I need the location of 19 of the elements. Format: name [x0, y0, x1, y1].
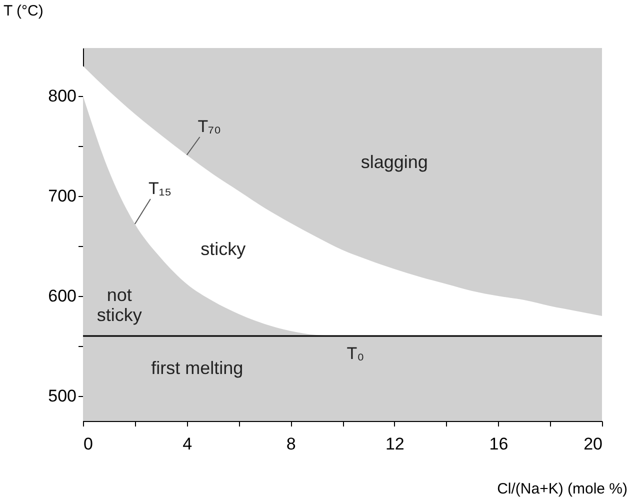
x-tick-label: 0	[84, 434, 93, 454]
annotation: slagging	[360, 152, 428, 172]
ref-line-label: T₀	[346, 344, 364, 363]
y-tick-label: 800	[48, 86, 76, 106]
x-tick-label: 4	[182, 434, 192, 454]
annotation: not sticky	[96, 285, 142, 325]
y-tick-label: 500	[48, 386, 76, 406]
series-label: T₇₀	[198, 117, 222, 136]
y-tick-label: 700	[48, 186, 76, 206]
annotation: first melting	[151, 358, 244, 378]
x-tick-label: 16	[489, 434, 508, 454]
x-tick-label: 20	[584, 434, 602, 454]
y-tick-label: 600	[48, 286, 76, 306]
x-tick-label: 12	[385, 434, 404, 454]
series-label: T₁₅	[148, 179, 172, 198]
x-tick-label: 8	[286, 434, 296, 454]
x-axis-title: Cl/(Na+K) (mole %)	[497, 480, 628, 498]
y-axis-title: T (°C)	[4, 2, 44, 20]
annotation: sticky	[200, 239, 246, 259]
